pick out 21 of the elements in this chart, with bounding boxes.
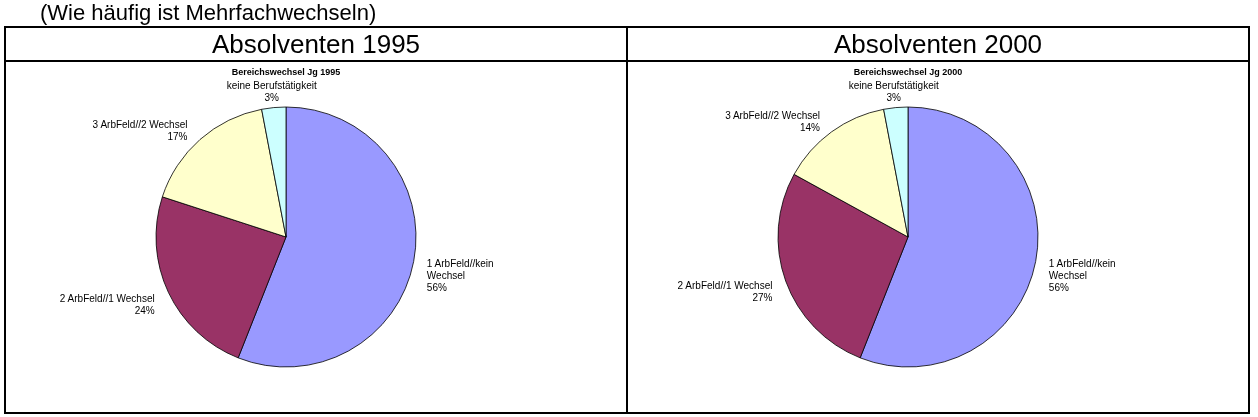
- data-label: 56%: [426, 281, 447, 293]
- data-label: 56%: [1048, 281, 1069, 293]
- slice-label: 1 ArbFeld//kein Wechsel: [426, 257, 494, 281]
- data-label: 3%: [264, 91, 280, 103]
- data-label: 17%: [167, 131, 188, 143]
- data-label: 14%: [799, 121, 821, 133]
- chart-title: Absolventen 1995: [5, 27, 627, 61]
- slice-label: 1 ArbFeld//kein Wechsel: [1048, 257, 1116, 281]
- slice-label: keine Berufstätigkeit: [226, 79, 317, 91]
- slice-label: 3 ArbFeld//2 Wechsel: [92, 119, 188, 131]
- data-label: 27%: [752, 291, 773, 303]
- data-label: 24%: [134, 304, 155, 316]
- slice-label: 3 ArbFeld//2 Wechsel: [725, 109, 820, 121]
- text: (Wie häufig ist Mehrfachwechseln): [39, 0, 378, 26]
- chart-subtitle: Bereichswechsel Jg 1995: [231, 67, 341, 77]
- chart-subtitle: Bereichswechsel Jg 2000: [853, 67, 963, 77]
- chart-title: Absolventen 2000: [627, 27, 1249, 61]
- slice-label: keine Berufstätigkeit: [848, 79, 939, 91]
- data-label: 3%: [886, 91, 902, 103]
- slice-label: 2 ArbFeld//1 Wechsel: [59, 292, 155, 304]
- slice-label: 2 ArbFeld//1 Wechsel: [677, 279, 773, 291]
